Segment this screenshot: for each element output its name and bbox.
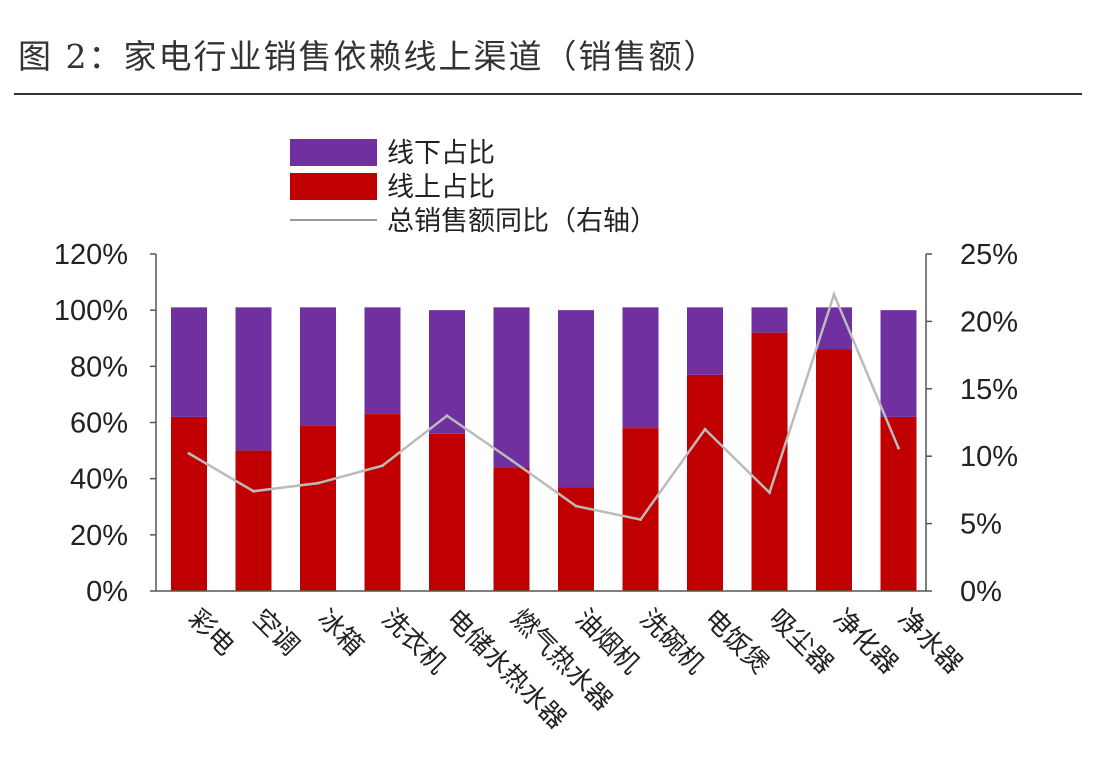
bar-online-9: [687, 374, 723, 591]
title-divider: [14, 93, 1082, 95]
total-sales-yoy-line: [188, 290, 900, 521]
left-tick-label: 0%: [86, 576, 128, 608]
bar-online-12: [880, 416, 917, 591]
bar-online-10: [751, 332, 788, 591]
bar-offline-8: [622, 307, 659, 429]
line-point-5: [445, 414, 449, 418]
category-label: 空调: [247, 604, 305, 662]
left-tick-label: 120%: [54, 239, 128, 271]
bar-online-11: [816, 349, 852, 591]
line-point-4: [381, 464, 384, 468]
right-tick-label: 20%: [960, 306, 1018, 338]
category-label: 洗碗机: [634, 604, 710, 680]
bar-online-7: [558, 487, 594, 591]
right-tick-label: 5%: [960, 509, 1002, 541]
line-point-8: [639, 518, 642, 522]
bar-offline-6: [493, 307, 530, 468]
category-label: 冰箱: [311, 604, 369, 662]
legend-online-swatch: [290, 173, 377, 200]
bar-online-3: [300, 425, 336, 591]
line-point-7: [574, 504, 578, 508]
category-label: 净水器: [892, 604, 968, 680]
bar-offline-10: [751, 307, 788, 333]
right-tick-label: 15%: [960, 374, 1018, 406]
bar-online-6: [493, 467, 530, 591]
bar-offline-4: [364, 307, 401, 415]
category-label: 电饭煲: [698, 604, 774, 680]
bar-offline-2: [235, 307, 272, 451]
bar-offline-7: [558, 310, 594, 488]
bar-offline-1: [171, 307, 207, 417]
line-point-12: [897, 446, 900, 450]
category-label: 净化器: [827, 604, 903, 680]
right-tick-label: 25%: [960, 239, 1018, 271]
legend-offline-swatch: [290, 139, 377, 166]
bar-offline-5: [429, 310, 465, 434]
right-tick-label: 0%: [960, 576, 1002, 608]
left-tick-label: 80%: [70, 351, 128, 383]
bar-offline-9: [687, 307, 723, 375]
left-tick-label: 60%: [70, 408, 128, 440]
line-point-2: [252, 489, 255, 493]
bar-offline-11: [816, 307, 852, 350]
line-point-9: [703, 427, 707, 431]
line-group: [187, 290, 900, 522]
line-point-11: [832, 292, 836, 296]
line-point-10: [768, 491, 771, 495]
line-point-1: [187, 452, 191, 456]
line-point-6: [510, 458, 513, 462]
legend-online-label: 线上占比: [387, 172, 495, 203]
bar-online-1: [171, 416, 207, 591]
left-tick-label: 20%: [70, 520, 128, 552]
bar-online-8: [622, 428, 659, 591]
bars-group: [171, 307, 917, 591]
left-tick-label: 100%: [54, 295, 128, 327]
right-tick-label: 10%: [960, 441, 1018, 473]
bar-online-2: [235, 450, 272, 591]
bar-online-5: [429, 433, 465, 591]
axes-group: 0% 20% 40% 60% 80% 100% 120% 0% 5% 10% 15% 20% 25%: [54, 239, 1018, 608]
bar-offline-3: [300, 307, 336, 426]
bar-online-4: [364, 414, 401, 591]
bar-offline-12: [880, 310, 917, 417]
page-title: 图 2：家电行业销售依赖线上渠道（销售额）: [18, 37, 719, 76]
category-label: 彩电: [182, 604, 240, 662]
category-label: 吸尘器: [763, 604, 839, 680]
category-label: 洗衣机: [376, 604, 452, 680]
legend-yoy-label: 总销售额同比（右轴）: [387, 206, 657, 237]
legend-offline-label: 线下占比: [387, 138, 495, 169]
left-tick-label: 40%: [70, 464, 128, 496]
line-point-3: [316, 481, 320, 485]
